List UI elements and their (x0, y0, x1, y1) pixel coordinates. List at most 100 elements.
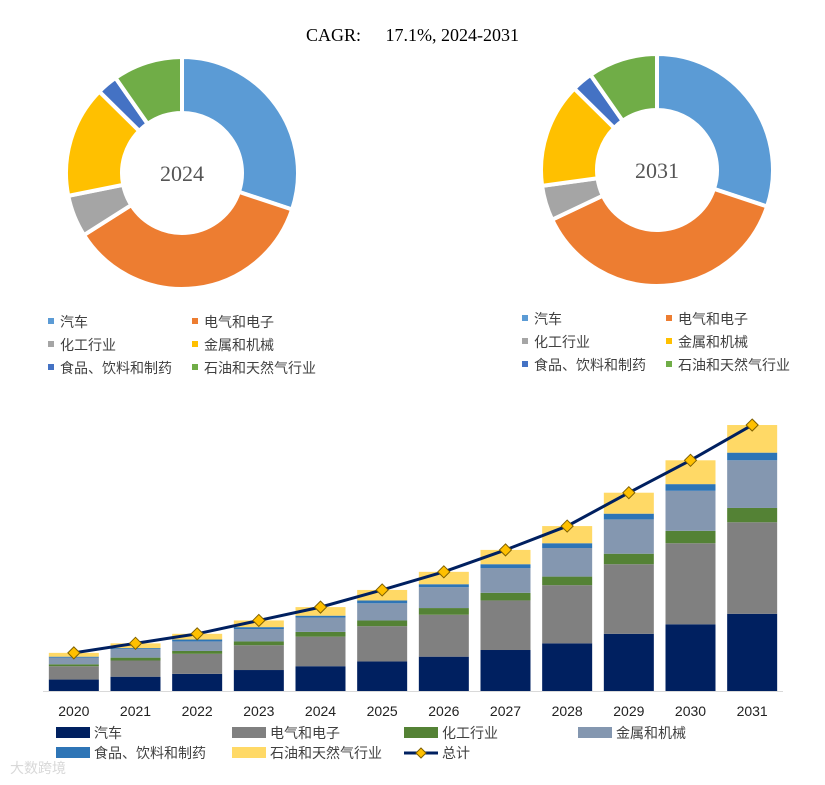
bar-电气和电子-2022 (172, 653, 223, 674)
legend-label: 石油和天然气行业 (270, 745, 382, 762)
legend-swatch (666, 315, 672, 321)
legend-label: 食品、饮料和制药 (534, 357, 646, 374)
legend-label: 汽车 (94, 725, 122, 742)
bar-食品、饮料和制药-2030 (665, 484, 716, 491)
cagr-header: CAGR: 17.1%, 2024-2031 (0, 25, 825, 46)
donut-slice-石油和天然气行业 (112, 54, 184, 127)
legend-label: 电气和电子 (678, 312, 748, 328)
watermark: 大数跨境 (10, 761, 66, 777)
bar-电气和电子-2020 (48, 666, 99, 680)
legend-label: 金属和机械 (678, 335, 748, 351)
cagr-value: 17.1%, 2024-2031 (385, 25, 520, 45)
bar-化工行业-2020 (48, 664, 99, 667)
legend-label: 石油和天然气行业 (204, 360, 316, 377)
legend-swatch (522, 338, 528, 344)
bar-汽车-2024 (295, 666, 346, 691)
total-marker (622, 485, 636, 500)
bar-食品、饮料和制药-2023 (233, 627, 284, 630)
bar-汽车-2022 (172, 673, 223, 691)
x-tick-label: 2026 (428, 703, 459, 719)
x-tick-label: 2031 (737, 703, 768, 719)
legend-label: 电气和电子 (270, 726, 340, 742)
bar-电气和电子-2031 (727, 522, 778, 614)
legend-swatch (666, 338, 672, 344)
total-marker (375, 583, 389, 597)
total-marker (437, 565, 451, 579)
bar-汽车-2030 (665, 624, 716, 691)
bar-电气和电子-2026 (418, 614, 469, 657)
bar-食品、饮料和制药-2029 (603, 513, 654, 520)
legend-swatch (48, 364, 54, 370)
bar-食品、饮料和制药-2026 (418, 584, 469, 588)
x-tick-label: 2027 (490, 703, 521, 719)
bar-电气和电子-2025 (357, 626, 408, 662)
x-tick-label: 2025 (367, 703, 398, 719)
legend-label: 总计 (442, 746, 470, 762)
bar-金属和机械-2027 (480, 568, 531, 593)
x-tick-label: 2020 (58, 703, 89, 719)
bar-金属和机械-2023 (233, 629, 284, 642)
x-tick-label: 2024 (305, 703, 336, 719)
bar-食品、饮料和制药-2031 (727, 452, 778, 461)
bar-汽车-2023 (233, 670, 284, 691)
total-marker (498, 543, 513, 557)
legend-swatch (192, 364, 198, 370)
legend-label: 化工行业 (60, 338, 116, 354)
bar-汽车-2028 (542, 643, 593, 691)
donut-slice-电气和电子 (81, 189, 295, 291)
bar-汽车-2021 (110, 676, 161, 691)
total-marker (313, 600, 328, 614)
bar-化工行业-2023 (233, 641, 284, 646)
donut-slice-汽车 (180, 54, 300, 213)
bar-电气和电子-2027 (480, 600, 531, 651)
bar-电气和电子-2029 (603, 564, 654, 634)
bar-食品、饮料和制药-2025 (357, 600, 408, 604)
legend-swatch (578, 727, 612, 738)
x-tick-label: 2022 (182, 703, 213, 719)
bar-汽车-2025 (357, 661, 408, 691)
x-tick-label: 2023 (243, 703, 274, 719)
total-line (73, 423, 753, 655)
bar-食品、饮料和制药-2028 (542, 543, 593, 548)
bar-金属和机械-2028 (542, 548, 593, 577)
donut-center-label: 2031 (635, 158, 679, 183)
bar-金属和机械-2025 (357, 603, 408, 621)
bar-金属和机械-2029 (603, 519, 654, 554)
legend-label: 化工行业 (534, 335, 590, 351)
bar-化工行业-2028 (542, 576, 593, 586)
bar-金属和机械-2021 (110, 649, 161, 658)
bar-化工行业-2022 (172, 650, 223, 654)
legend-label: 化工行业 (442, 726, 498, 742)
bar-汽车-2027 (480, 650, 531, 691)
bar-化工行业-2031 (727, 507, 778, 523)
bar-化工行业-2026 (418, 608, 469, 615)
bar-电气和电子-2023 (233, 645, 284, 671)
total-marker (560, 519, 574, 533)
x-tick-label: 2021 (120, 703, 151, 719)
legend-swatch (56, 727, 90, 738)
donut-slice-电气和电子 (549, 186, 770, 288)
bar-化工行业-2030 (665, 530, 716, 544)
legend-swatch (522, 315, 528, 321)
legend-label: 食品、饮料和制药 (60, 360, 172, 377)
bar-电气和电子-2028 (542, 585, 593, 644)
legend-swatch (232, 747, 266, 758)
bar-金属和机械-2031 (727, 460, 778, 508)
legend-swatch (48, 318, 54, 324)
donut-slice-汽车 (655, 51, 775, 210)
legend-swatch (48, 341, 54, 347)
bar-金属和机械-2022 (172, 641, 223, 651)
bar-化工行业-2029 (603, 553, 654, 565)
total-marker (128, 636, 143, 651)
bar-电气和电子-2021 (110, 660, 161, 677)
legend-swatch (56, 747, 90, 758)
bar-电气和电子-2030 (665, 543, 716, 625)
total-marker (745, 418, 759, 432)
legend-label: 金属和机械 (204, 338, 274, 354)
cagr-label: CAGR: (305, 25, 361, 45)
total-marker (252, 613, 266, 628)
